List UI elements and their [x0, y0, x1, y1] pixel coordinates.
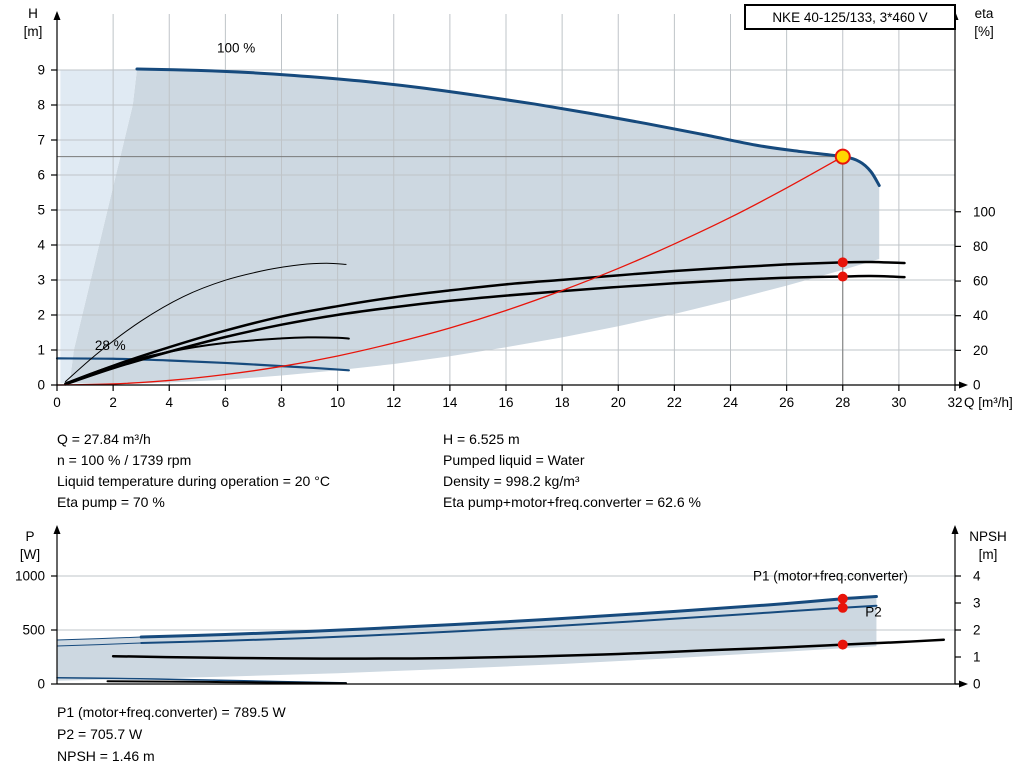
x-tick-label: 18 — [555, 395, 570, 410]
y-right-tick-label: 0 — [973, 378, 981, 393]
eta-curve-28-upper — [64, 262, 347, 383]
x-tick-label: 6 — [222, 395, 230, 410]
eta-total-point — [837, 271, 848, 282]
affinity-curve — [56, 155, 844, 386]
y-left-tick-label: 1 — [37, 343, 45, 358]
axis-arrow-up-icon — [951, 525, 959, 534]
y-left-tick-label: 7 — [37, 133, 45, 148]
p2-curve — [140, 604, 878, 644]
y-right-tick-label: 4 — [973, 569, 981, 584]
x-tick-label: 26 — [779, 395, 794, 410]
p2-point — [837, 602, 848, 613]
y-left-axis-unit: [W] — [20, 547, 40, 562]
y-left-axis-title: H — [28, 6, 38, 21]
axis-arrow-right-icon — [959, 381, 968, 389]
info-line-speed: n = 100 % / 1739 rpm — [57, 452, 192, 468]
y-left-tick-label: 1000 — [15, 569, 45, 584]
speed-100-label: 100 % — [217, 41, 255, 56]
y-left-tick-label: 4 — [37, 238, 45, 253]
y-right-axis-title: eta — [975, 6, 994, 21]
pump-model-badge: NKE 40-125/133, 3*460 V — [744, 4, 956, 30]
x-tick-label: 10 — [330, 395, 345, 410]
info-line-head: H = 6.525 m — [443, 431, 520, 447]
y-right-tick-label: 40 — [973, 308, 988, 323]
p1-point — [837, 593, 848, 604]
y-left-tick-label: 0 — [37, 677, 45, 692]
x-tick-label: 24 — [723, 395, 739, 410]
x-tick-label: 0 — [53, 395, 61, 410]
power-npsh-chart: 0 500 1000 0 1 2 3 4 P [W] NPSH [m] P1 (motor+freq.c… — [15, 525, 1007, 692]
x-tick-label: 12 — [386, 395, 401, 410]
operating-envelope — [69, 68, 880, 385]
axis-arrow-right-icon — [959, 680, 968, 688]
eta-total-curve — [64, 274, 906, 386]
x-tick-label: 20 — [611, 395, 626, 410]
y-right-tick-label: 0 — [973, 677, 981, 692]
x-tick-label: 32 — [947, 395, 962, 410]
info-line-eta-pump: Eta pump = 70 % — [57, 494, 165, 510]
duty-info-left: Q = 27.84 m³/h n = 100 % / 1739 rpm Liqu… — [57, 429, 330, 513]
power-npsh-chart-grid — [57, 575, 955, 631]
npsh-curve-28 — [106, 680, 348, 685]
y-left-tick-label: 9 — [37, 63, 45, 78]
eta-pump-curve — [64, 260, 906, 386]
power-info: P1 (motor+freq.converter) = 789.5 W P2 =… — [57, 701, 286, 767]
eta-pump-point — [837, 257, 848, 268]
duty-point — [834, 148, 851, 165]
info-line-liquid: Pumped liquid = Water — [443, 452, 585, 468]
p1-curve-label: P1 (motor+freq.converter) — [753, 568, 908, 583]
p1-lead-curve — [56, 636, 142, 641]
axis-arrow-up-icon — [53, 11, 61, 20]
x-tick-label: 8 — [278, 395, 286, 410]
pump-curve-28 — [55, 357, 350, 372]
y-left-tick-label: 3 — [37, 273, 45, 288]
axis-arrow-up-icon — [53, 525, 61, 534]
power-npsh-chart-axes: 0 500 1000 0 1 2 3 4 P [W] NPSH [m] — [15, 525, 1007, 692]
y-right-tick-label: 2 — [973, 623, 981, 638]
low-flow-region — [60, 68, 137, 384]
info-line-eta-total: Eta pump+motor+freq.converter = 62.6 % — [443, 494, 701, 510]
x-tick-label: 30 — [891, 395, 906, 410]
y-left-axis-title: P — [25, 529, 34, 544]
y-right-tick-label: 80 — [973, 239, 988, 254]
npsh-point — [837, 639, 848, 650]
p2-curve-label: P2 — [865, 605, 882, 620]
speed-28-label: 28 % — [95, 338, 126, 353]
info-line-flow: Q = 27.84 m³/h — [57, 431, 151, 447]
y-right-tick-label: 3 — [973, 596, 981, 611]
info-line-temperature: Liquid temperature during operation = 20… — [57, 473, 330, 489]
y-right-tick-label: 20 — [973, 343, 988, 358]
power-envelope — [57, 596, 877, 681]
y-left-tick-label: 8 — [37, 98, 45, 113]
y-left-tick-label: 6 — [37, 168, 45, 183]
y-left-tick-label: 5 — [37, 203, 45, 218]
hq-chart: 0 2 4 6 8 10 12 14 16 18 20 22 24 26 28 30 3201234567890… — [24, 6, 1013, 410]
info-line-npsh: NPSH = 1.46 m — [57, 748, 155, 764]
y-left-tick-label: 2 — [37, 308, 45, 323]
x-tick-label: 28 — [835, 395, 850, 410]
x-tick-label: 2 — [109, 395, 117, 410]
y-right-tick-label: 100 — [973, 204, 996, 219]
info-line-p2: P2 = 705.7 W — [57, 726, 143, 742]
x-tick-label: 4 — [165, 395, 173, 410]
y-right-tick-label: 1 — [973, 650, 981, 665]
x-tick-label: 22 — [667, 395, 682, 410]
y-right-tick-label: 60 — [973, 274, 988, 289]
x-tick-label: 16 — [498, 395, 513, 410]
duty-info-right: H = 6.525 m Pumped liquid = Water Densit… — [443, 429, 701, 513]
x-tick-label: 14 — [442, 395, 458, 410]
info-line-density: Density = 998.2 kg/m³ — [443, 473, 580, 489]
p1-curve — [139, 595, 878, 639]
y-left-tick-label: 0 — [37, 378, 45, 393]
info-line-p1: P1 (motor+freq.converter) = 789.5 W — [57, 704, 286, 720]
y-right-axis-unit: [m] — [979, 547, 998, 562]
y-left-axis-unit: [m] — [24, 24, 43, 39]
y-left-tick-label: 500 — [22, 623, 45, 638]
x-axis-title: Q [m³/h] — [964, 395, 1013, 410]
y-right-axis-unit: [%] — [974, 24, 994, 39]
p2-lead-curve — [56, 642, 142, 647]
y-right-axis-title: NPSH — [969, 529, 1007, 544]
